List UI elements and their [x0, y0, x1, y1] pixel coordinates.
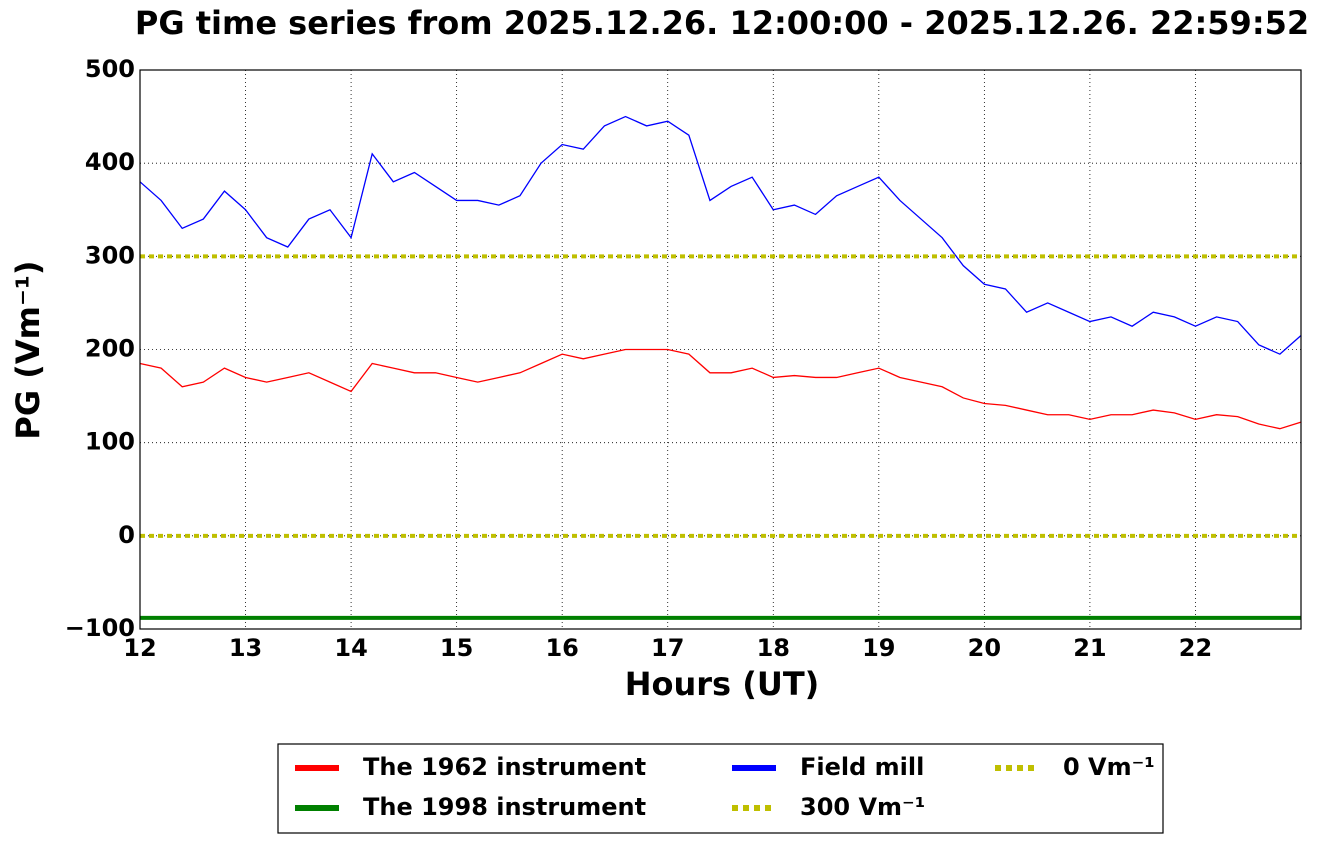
y-tick-label: 200 [85, 335, 135, 363]
x-tick-label: 20 [968, 634, 1001, 662]
y-tick-label: 300 [85, 241, 135, 269]
legend-label: 0 Vm⁻¹ [1063, 753, 1155, 781]
x-tick-label: 12 [123, 634, 156, 662]
legend-label: The 1998 instrument [363, 793, 646, 821]
x-tick-label: 14 [334, 634, 367, 662]
x-tick-label: 13 [229, 634, 262, 662]
y-axis-label: PG (Vm⁻¹) [9, 260, 47, 439]
y-tick-label: 500 [85, 55, 135, 83]
x-axis-label: Hours (UT) [625, 665, 820, 703]
data-line [139, 348, 1302, 430]
data-line [139, 115, 1302, 355]
x-tick-label: 18 [757, 634, 790, 662]
legend-label: Field mill [800, 753, 924, 781]
x-tick-label: 17 [651, 634, 684, 662]
plot-frame [139, 69, 1302, 630]
legend-box [277, 743, 1164, 834]
y-tick-label: −100 [65, 614, 135, 642]
legend-label: The 1962 instrument [363, 753, 646, 781]
x-tick-label: 15 [440, 634, 473, 662]
x-tick-label: 16 [545, 634, 578, 662]
legend-label: 300 Vm⁻¹ [800, 793, 925, 821]
chart-title: PG time series from 2025.12.26. 12:00:00… [135, 4, 1309, 42]
y-tick-label: 100 [85, 428, 135, 456]
y-tick-label: 0 [118, 521, 135, 549]
y-tick-label: 400 [85, 148, 135, 176]
x-tick-label: 19 [862, 634, 895, 662]
x-tick-label: 21 [1073, 634, 1106, 662]
x-tick-label: 22 [1179, 634, 1212, 662]
